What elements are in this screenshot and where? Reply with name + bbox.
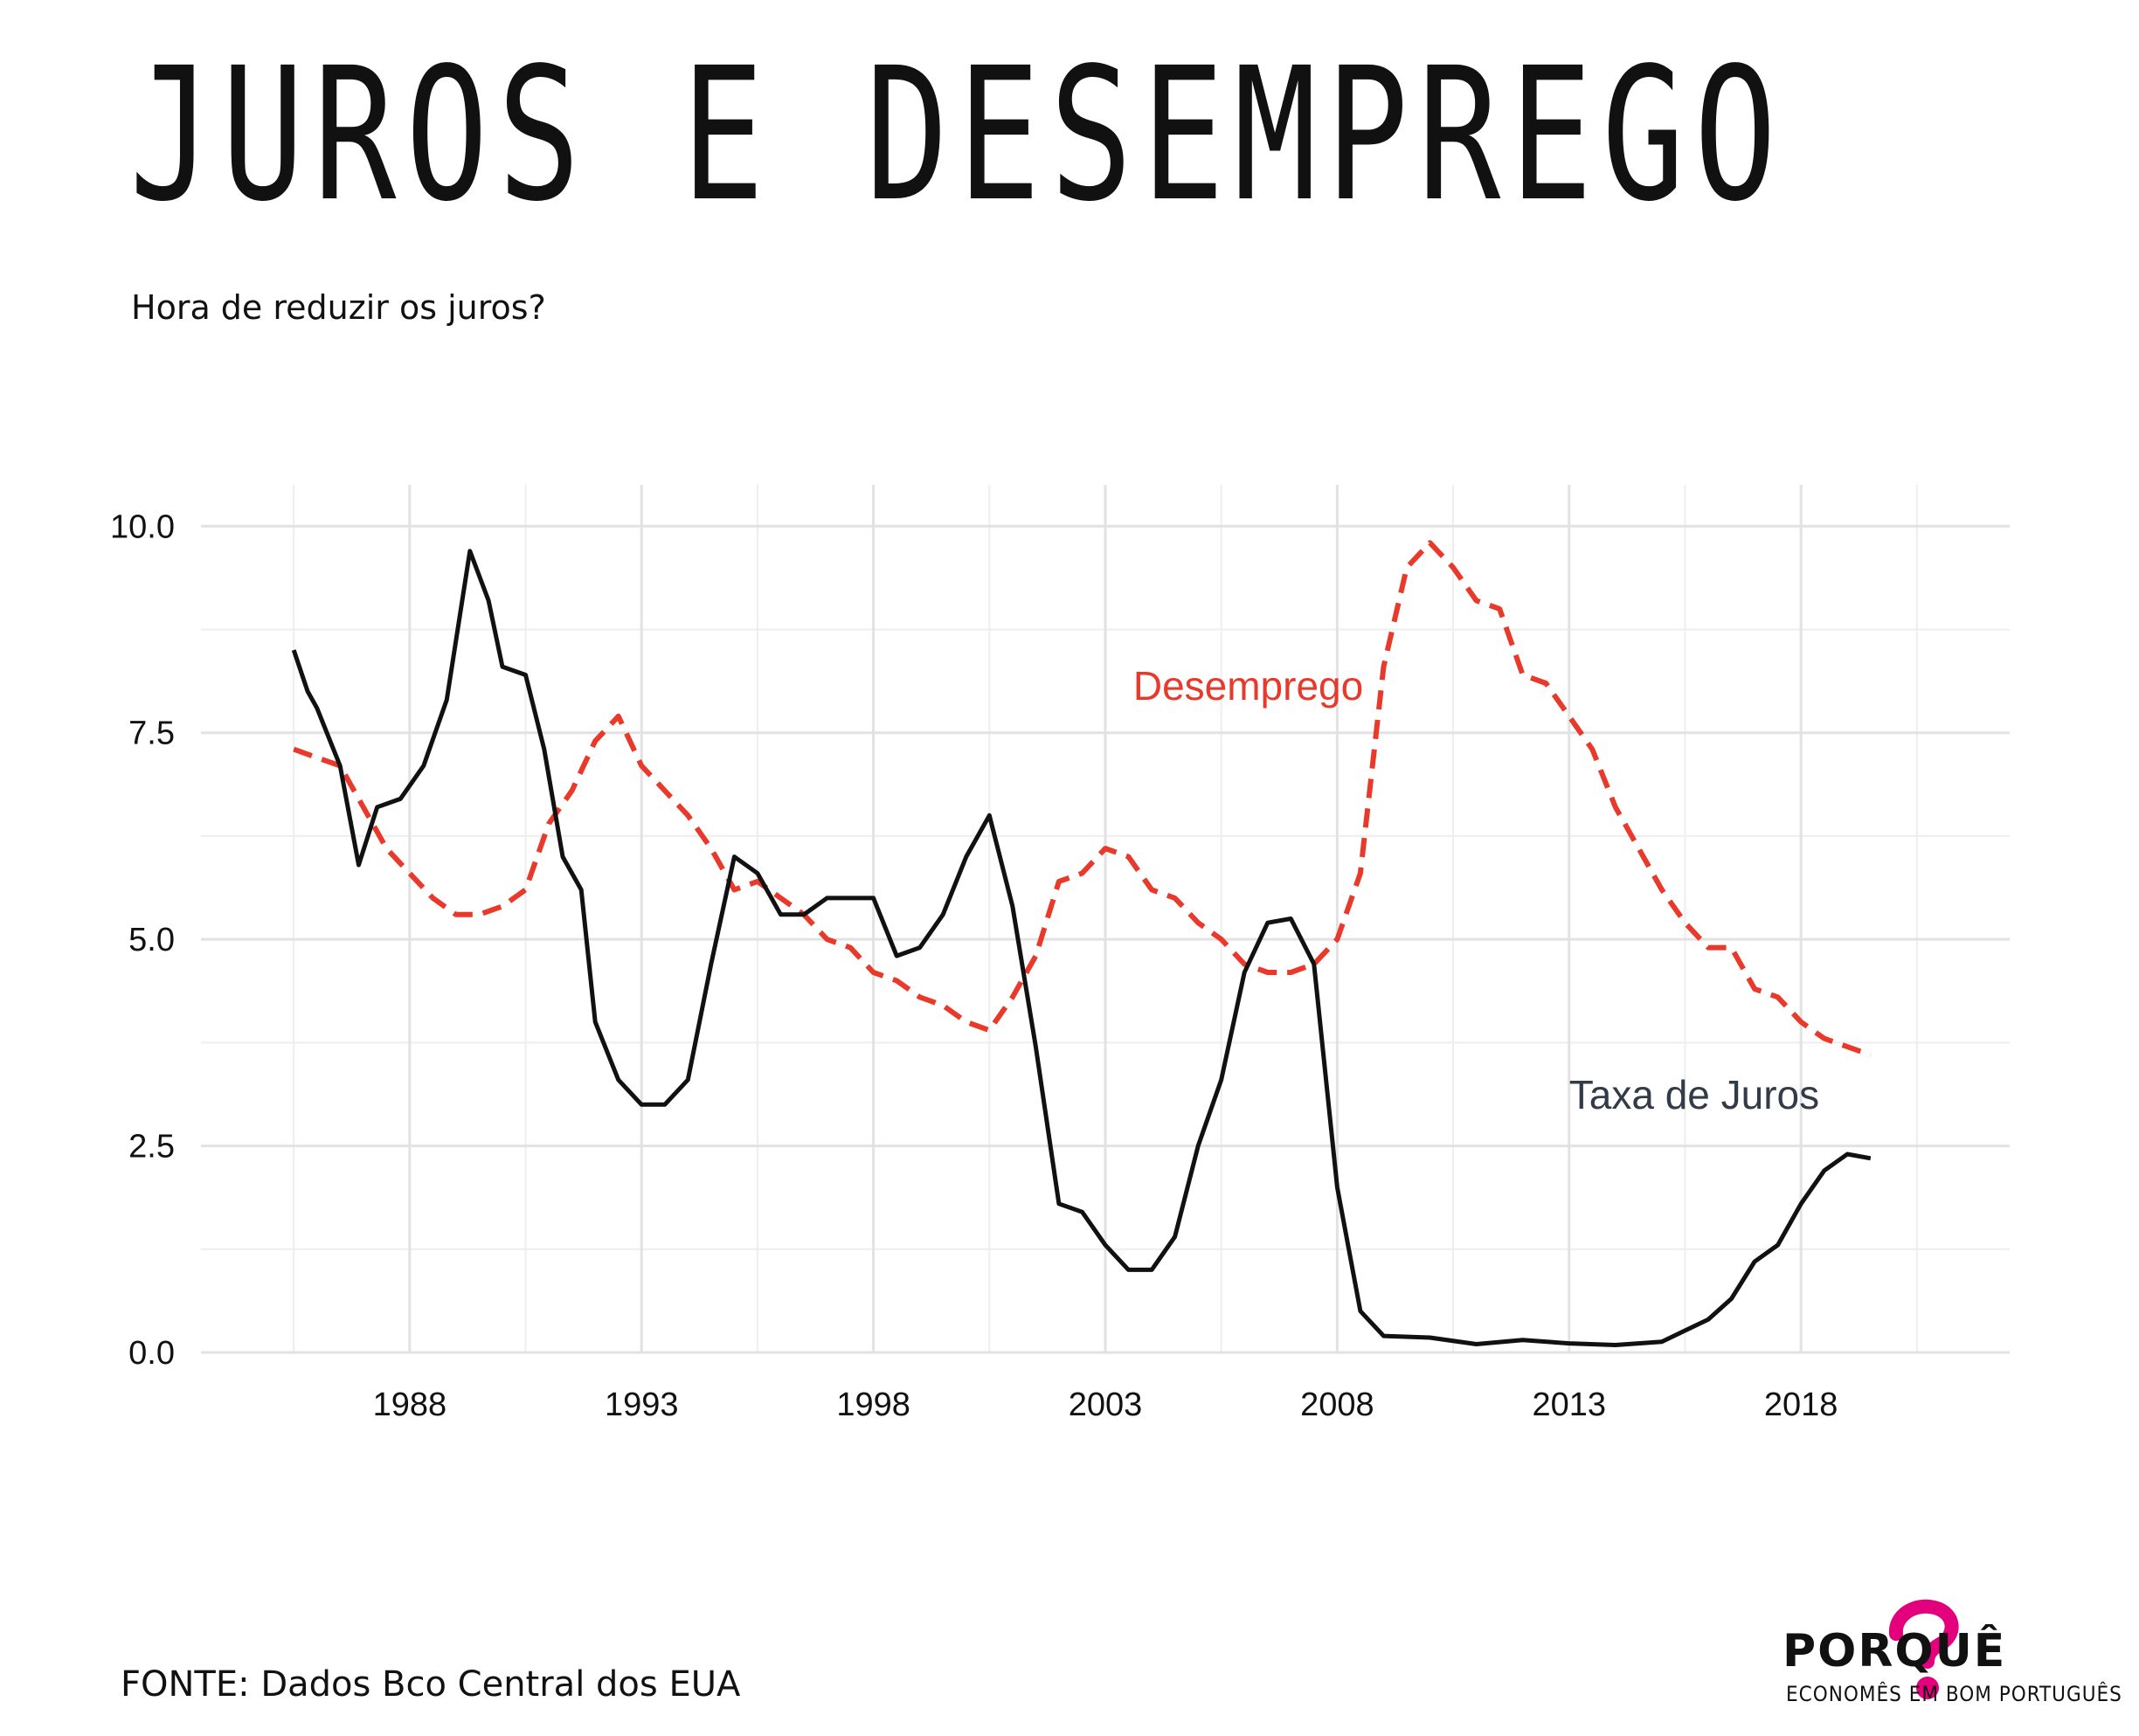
page-title: JUROS E DESEMPREGO: [129, 28, 1786, 242]
logo-tagline: ECONOMÊS EM BOM PORTUGUÊS: [1786, 1682, 2122, 1706]
x-tick-label: 1998: [836, 1387, 910, 1423]
source-note: FONTE: Dados Bco Central dos EUA: [121, 1664, 741, 1705]
x-tick-label: 2018: [1764, 1387, 1838, 1423]
x-tick-label: 1988: [373, 1387, 447, 1423]
y-tick-label: 2.5: [128, 1129, 175, 1165]
y-tick-label: 7.5: [128, 716, 175, 752]
x-tick-label: 1993: [605, 1387, 679, 1423]
line-chart: 1988 1993 1998 2003 2008 2013 2018 0.0 2.5 5.0 7.5…: [110, 485, 2010, 1423]
page-subtitle: Hora de reduzir os juros?: [131, 288, 546, 327]
series-annotation: Desemprego: [1133, 663, 1363, 709]
chart-series: [291, 540, 1872, 1347]
series-annotation: Taxa de Juros: [1569, 1072, 1819, 1117]
y-tick-label: 0.0: [128, 1335, 175, 1372]
question-mark-piggy-icon: [1888, 1599, 1959, 1699]
logo-name: PORQUÊ: [1782, 1625, 2007, 1677]
y-tick-label: 5.0: [128, 922, 175, 958]
x-tick-label: 2013: [1532, 1387, 1606, 1423]
series-line-desemprego: [293, 540, 1872, 1058]
series-line-taxa-de-juros: [291, 549, 1872, 1347]
chart-grid: [201, 485, 2010, 1354]
x-tick-label: 2003: [1069, 1387, 1143, 1423]
y-tick-label: 10.0: [110, 508, 175, 545]
chart-labels: 1988 1993 1998 2003 2008 2013 2018 0.0 2.5 5.0 7.5…: [110, 508, 1838, 1423]
x-tick-label: 2008: [1300, 1387, 1374, 1423]
